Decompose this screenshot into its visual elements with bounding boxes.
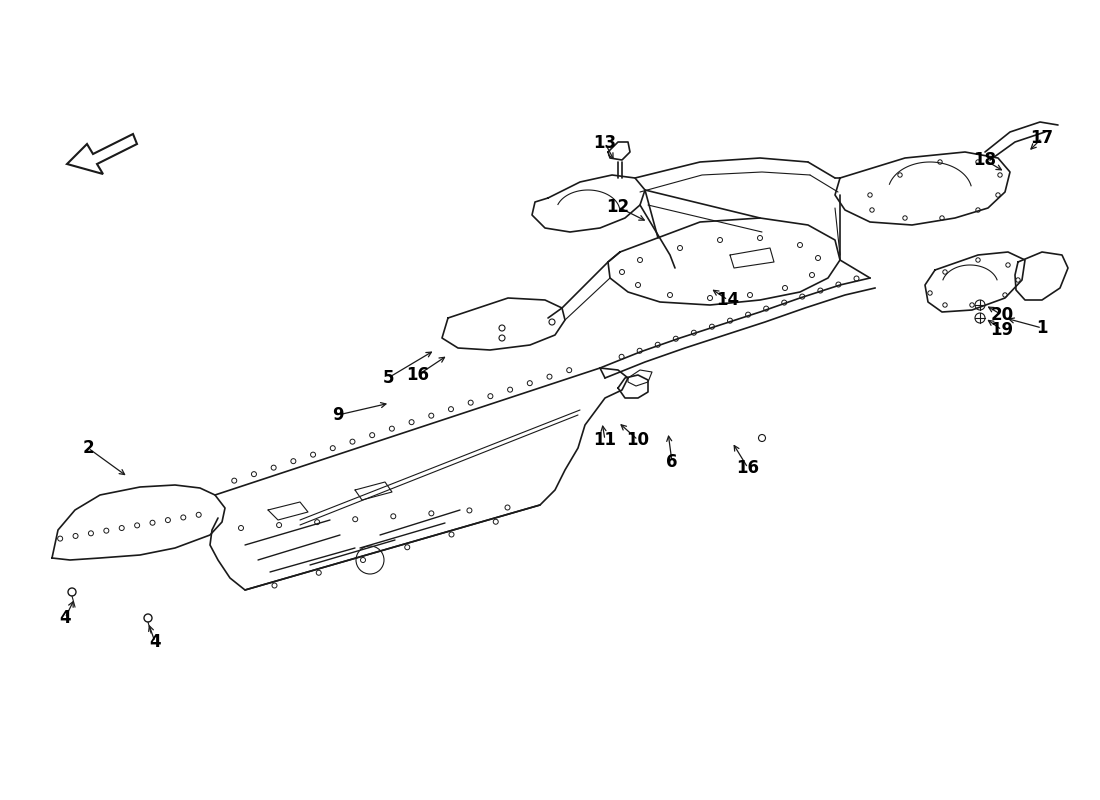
Text: 14: 14 [716,291,739,309]
Text: 13: 13 [593,134,617,152]
Text: 19: 19 [990,321,1013,339]
Text: 20: 20 [990,306,1013,324]
Text: 12: 12 [606,198,629,216]
Text: 18: 18 [974,151,997,169]
Text: 6: 6 [667,453,678,471]
Text: 11: 11 [594,431,616,449]
Text: 5: 5 [383,369,394,387]
Text: 2: 2 [82,439,94,457]
Text: 4: 4 [59,609,70,627]
Text: 9: 9 [332,406,344,424]
Text: 1: 1 [1036,319,1047,337]
Text: 17: 17 [1031,129,1054,147]
Text: 16: 16 [737,459,759,477]
Text: 10: 10 [627,431,649,449]
Text: 4: 4 [150,633,161,651]
Text: 16: 16 [407,366,429,384]
